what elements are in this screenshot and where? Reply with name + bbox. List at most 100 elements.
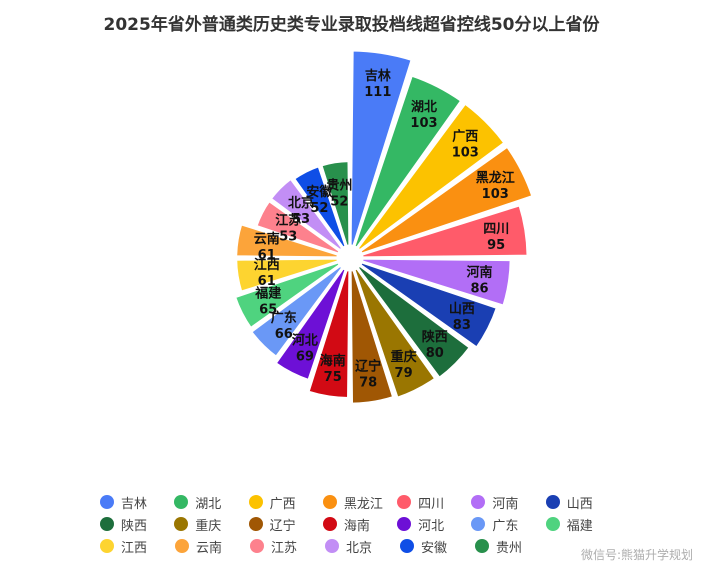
legend-label: 江西 <box>121 540 148 556</box>
legend-item-江西[interactable]: 江西 <box>100 537 175 556</box>
legend-swatch <box>471 495 486 509</box>
legend-swatch <box>174 517 189 531</box>
legend-label: 黑龙江 <box>343 496 383 512</box>
slice-value-label: 53 <box>292 212 310 227</box>
legend-label: 湖北 <box>195 496 222 512</box>
legend-item-广西[interactable]: 广西 <box>248 493 323 512</box>
legend-label: 江苏 <box>271 540 298 556</box>
slice-value-label: 86 <box>470 282 488 297</box>
slice-value-label: 69 <box>296 349 314 364</box>
legend-row: 陕西 重庆 辽宁 海南 河北 广东 福建 <box>100 514 620 534</box>
legend-item-吉林[interactable]: 吉林 <box>100 493 174 512</box>
slice-name-label: 陕西 <box>422 329 448 345</box>
legend-swatch <box>248 495 263 509</box>
legend-item-重庆[interactable]: 重庆 <box>174 515 248 534</box>
slice-value-label: 103 <box>410 116 437 131</box>
slice-name-label: 黑龙江 <box>476 170 515 186</box>
legend-label: 福建 <box>566 518 593 534</box>
legend: 吉林 湖北 广西 黑龙江 四川 河南 山西陕西 重庆 辽宁 海南 河北 广东 福建江西 云南 江苏 北京 安徽 贵… <box>100 492 620 558</box>
slice-value-label: 103 <box>482 187 509 202</box>
slice-value-label: 61 <box>258 248 276 263</box>
slice-value-label: 79 <box>395 366 413 381</box>
slice-name-label: 吉林 <box>365 68 391 84</box>
legend-row: 江西 云南 江苏 北京 安徽 贵州 <box>100 536 620 556</box>
legend-item-河南[interactable]: 河南 <box>471 493 545 512</box>
legend-swatch <box>100 495 114 509</box>
legend-label: 辽宁 <box>269 518 296 534</box>
legend-item-四川[interactable]: 四川 <box>397 493 471 512</box>
legend-swatch <box>100 539 114 553</box>
legend-item-黑龙江[interactable]: 黑龙江 <box>322 493 397 512</box>
slice-name-label: 贵州 <box>326 177 352 193</box>
legend-item-湖北[interactable]: 湖北 <box>174 493 248 512</box>
legend-item-贵州[interactable]: 贵州 <box>475 537 550 556</box>
legend-label: 贵州 <box>496 540 523 556</box>
legend-label: 重庆 <box>195 518 222 534</box>
slice-name-label: 北京 <box>288 195 314 211</box>
legend-swatch <box>325 539 339 553</box>
slice-name-label: 重庆 <box>391 349 417 365</box>
rose-chart: 吉林111湖北103广西103黑龙江103四川95河南86山西83陕西80重庆7… <box>233 48 535 406</box>
legend-item-广东[interactable]: 广东 <box>471 515 545 534</box>
legend-swatch <box>400 539 414 553</box>
legend-label: 广东 <box>492 518 519 534</box>
slice-name-label: 海南 <box>320 353 346 369</box>
slice-value-label: 66 <box>275 327 293 342</box>
slice-value-label: 78 <box>359 376 377 391</box>
legend-item-陕西[interactable]: 陕西 <box>100 515 174 534</box>
slice-value-label: 65 <box>259 303 277 318</box>
slice-value-label: 95 <box>487 238 505 253</box>
legend-item-河北[interactable]: 河北 <box>397 515 471 534</box>
slice-value-label: 61 <box>258 274 276 289</box>
legend-label: 广西 <box>269 496 296 512</box>
slice-value-label: 83 <box>453 318 471 333</box>
slice-name-label: 河北 <box>292 332 318 348</box>
slice-value-label: 80 <box>426 346 444 361</box>
legend-label: 陕西 <box>121 518 148 534</box>
legend-item-北京[interactable]: 北京 <box>325 537 400 556</box>
legend-swatch <box>250 539 264 553</box>
slice-name-label: 安徽 <box>306 184 333 200</box>
legend-swatch <box>100 517 114 531</box>
legend-label: 吉林 <box>121 496 148 512</box>
slice-name-label: 湖北 <box>411 100 437 115</box>
legend-label: 四川 <box>418 496 445 512</box>
legend-swatch <box>322 517 337 531</box>
legend-label: 安徽 <box>421 540 448 556</box>
slice-value-label: 75 <box>324 370 342 385</box>
slice-name-label: 广西 <box>452 129 478 145</box>
slice-value-label: 52 <box>330 194 348 209</box>
legend-item-安徽[interactable]: 安徽 <box>400 537 475 556</box>
center-hole <box>338 246 362 270</box>
slice-name-label: 福建 <box>254 286 281 302</box>
legend-label: 云南 <box>196 540 223 556</box>
slice-name-label: 山西 <box>449 301 475 317</box>
legend-swatch <box>322 495 337 509</box>
legend-item-云南[interactable]: 云南 <box>175 537 250 556</box>
chart-title: 2025年省外普通类历史类专业录取投档线超省控线50分以上省份 <box>103 15 600 35</box>
legend-item-山西[interactable]: 山西 <box>545 493 620 512</box>
slice-name-label: 河南 <box>467 265 493 281</box>
legend-swatch <box>397 517 412 531</box>
legend-item-辽宁[interactable]: 辽宁 <box>248 515 323 534</box>
legend-swatch <box>397 495 412 509</box>
legend-item-海南[interactable]: 海南 <box>322 515 397 534</box>
legend-swatch <box>471 517 486 531</box>
legend-item-江苏[interactable]: 江苏 <box>250 537 325 556</box>
legend-item-福建[interactable]: 福建 <box>545 515 620 534</box>
